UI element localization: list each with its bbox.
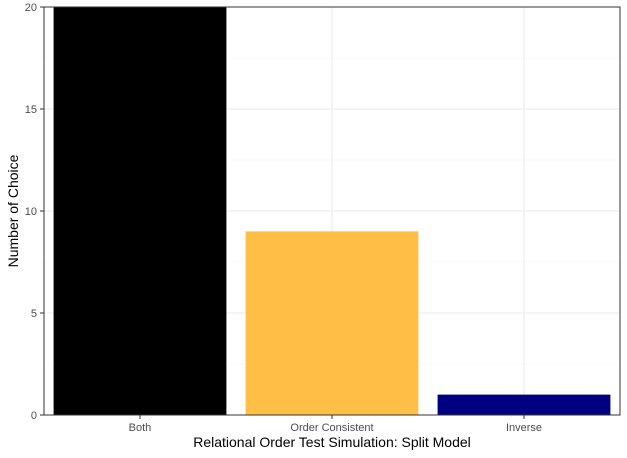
y-axis: 0 5 10 15 20: [25, 2, 44, 422]
bar-order-consistent: [245, 231, 419, 415]
y-axis-title: Number of Choice: [5, 154, 21, 267]
x-tick-label: Order Consistent: [290, 422, 373, 434]
bar-both: [53, 7, 227, 415]
x-tick-label: Inverse: [506, 422, 542, 434]
y-tick-label: 10: [25, 206, 37, 218]
y-tick-label: 15: [25, 104, 37, 116]
x-axis-title: Relational Order Test Simulation: Split …: [193, 434, 471, 450]
y-tick-label: 5: [31, 308, 37, 320]
x-axis: Both Order Consistent Inverse: [129, 415, 542, 434]
x-tick-label: Both: [129, 422, 152, 434]
y-tick-label: 20: [25, 2, 37, 14]
bar-inverse: [437, 394, 611, 415]
bars-group: [53, 7, 611, 415]
y-tick-label: 0: [31, 410, 37, 422]
